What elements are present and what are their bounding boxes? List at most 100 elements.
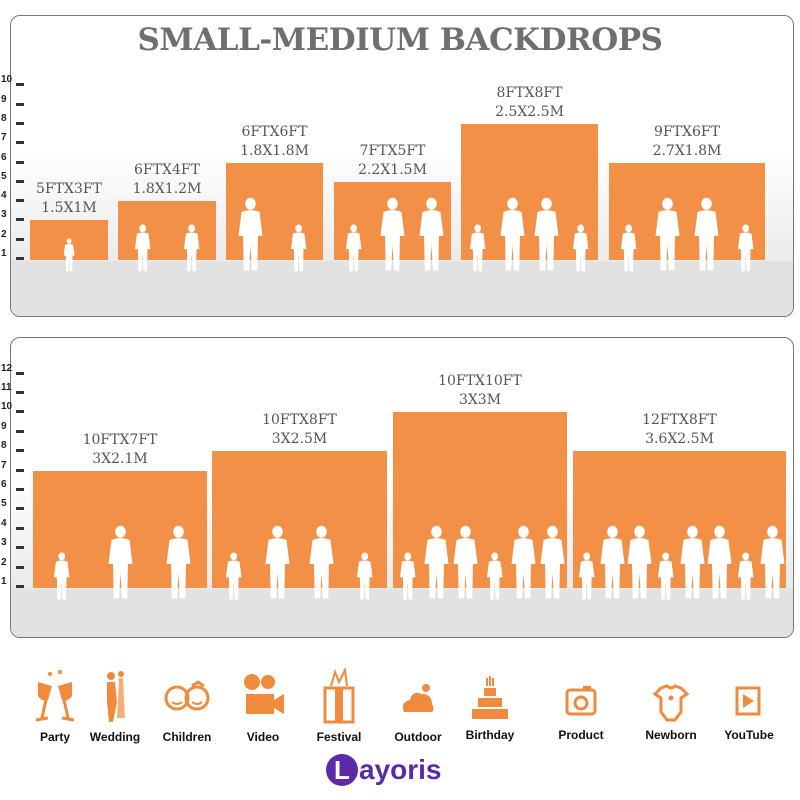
- person-silhouette-icon: [134, 224, 151, 272]
- person-silhouette-icon: [620, 224, 637, 272]
- person-silhouette-icon: [345, 224, 362, 272]
- scale-tick: [16, 102, 24, 106]
- person-silhouette-icon: [600, 525, 625, 599]
- person-silhouette-icon: [309, 525, 334, 599]
- scale-tick-label: 10: [1, 74, 13, 86]
- scale-tick-label: 9: [1, 420, 7, 432]
- size-label-ft: 7FTX5FT: [359, 142, 426, 159]
- person-silhouette-icon: [63, 238, 75, 272]
- scale-tick: [16, 83, 24, 87]
- person-silhouette-icon: [500, 197, 525, 271]
- use-cases-row: Party Wedding Children Video Festival Ou…: [0, 668, 800, 748]
- backdrop-size-bar: [393, 412, 567, 588]
- scale-tick: [16, 565, 24, 569]
- scale-tick-label: 11: [1, 382, 12, 393]
- page-title: SMALL-MEDIUM BACKDROPS: [137, 22, 663, 58]
- camera-icon: [565, 686, 597, 716]
- cloud-icon: [402, 684, 434, 712]
- scale-tick-label: 2: [1, 556, 7, 568]
- person-silhouette-icon: [380, 197, 405, 271]
- size-label-m: 2.7X1.8M: [652, 142, 722, 159]
- scale-tick: [16, 410, 24, 414]
- use-video: Video: [228, 668, 298, 744]
- person-silhouette-icon: [760, 525, 785, 599]
- scale-tick-label: 7: [1, 132, 7, 144]
- scale-tick: [16, 526, 24, 530]
- scale-tick-label: 3: [1, 209, 7, 221]
- logo-initial: L: [326, 754, 358, 786]
- use-label: Birthday: [465, 728, 515, 742]
- scale-tick-label: 1: [1, 576, 7, 587]
- person-silhouette-icon: [694, 197, 719, 271]
- person-silhouette-icon: [265, 525, 290, 599]
- scale-tick: [16, 218, 24, 222]
- scale-tick-label: 12: [1, 362, 13, 374]
- champagne-glasses-icon: [35, 670, 75, 722]
- play-button-icon: [735, 686, 761, 716]
- scale-tick-label: 8: [1, 112, 7, 124]
- person-silhouette-icon: [573, 224, 589, 272]
- children-faces-icon: [164, 680, 210, 711]
- person-silhouette-icon: [470, 224, 486, 272]
- backdrop-size-bar: [118, 201, 216, 260]
- size-label-ft: 10FTX10FT: [438, 373, 522, 390]
- person-silhouette-icon: [680, 525, 705, 599]
- scale-tick-label: 6: [1, 151, 7, 163]
- size-label-m: 3X2.1M: [92, 450, 148, 467]
- scale-tick-label: 1: [1, 248, 7, 259]
- scale-tick-label: 5: [1, 498, 7, 510]
- scale-tick-label: 8: [1, 440, 7, 452]
- gift-box-icon: [323, 668, 355, 724]
- size-label-ft: 12FTX8FT: [642, 412, 717, 429]
- scale-tick: [16, 237, 24, 241]
- person-silhouette-icon: [54, 551, 70, 600]
- use-label: Wedding: [89, 730, 141, 744]
- scale-tick-label: 4: [1, 517, 7, 529]
- person-silhouette-icon: [738, 551, 754, 600]
- scale-tick: [16, 179, 24, 183]
- scale-tick: [16, 371, 24, 375]
- person-silhouette-icon: [578, 551, 595, 600]
- use-label: Party: [39, 730, 71, 744]
- use-party: Party: [20, 668, 90, 744]
- size-label-ft: 6FTX4FT: [134, 162, 200, 179]
- person-silhouette-icon: [424, 525, 449, 599]
- use-outdoor: Outdoor: [383, 668, 453, 744]
- size-label-ft: 10FTX8FT: [262, 412, 337, 429]
- size-label-m: 2.5X2.5M: [495, 103, 564, 120]
- size-label-ft: 10FTX7FT: [82, 431, 158, 448]
- logo-text: ayoris: [359, 754, 442, 785]
- scale-tick: [16, 391, 24, 394]
- use-label: YouTube: [724, 728, 774, 742]
- use-festival: Festival: [304, 668, 374, 744]
- size-label-ft: 6FTX6FT: [241, 123, 308, 140]
- scale-tick-label: 2: [1, 228, 7, 240]
- scale-tick: [16, 585, 24, 588]
- use-label: Outdoor: [394, 730, 442, 744]
- scale-tick-label: 9: [1, 93, 7, 105]
- scale-tick-label: 5: [1, 170, 7, 182]
- person-silhouette-icon: [658, 551, 674, 600]
- scale-tick: [16, 121, 24, 125]
- size-label-ft: 9FTX6FT: [654, 123, 720, 140]
- size-label-m: 3X2.5M: [271, 431, 328, 448]
- backdrop-size-bar: [226, 162, 323, 260]
- scale-tick: [16, 546, 24, 550]
- size-label-ft: 5FTX3FT: [36, 181, 102, 198]
- scale-tick-label: 7: [1, 459, 7, 471]
- use-birthday: Birthday: [455, 668, 525, 742]
- use-label: Festival: [316, 730, 362, 744]
- scale-tick: [16, 449, 24, 453]
- scale-tick: [16, 141, 24, 145]
- use-children: Children: [152, 668, 222, 744]
- person-silhouette-icon: [166, 525, 190, 599]
- scale-tick: [16, 160, 24, 164]
- size-label-ft: 8FTX8FT: [496, 84, 563, 101]
- movie-camera-icon: [244, 674, 284, 714]
- use-youtube: YouTube: [714, 668, 784, 742]
- wedding-couple-icon: [107, 671, 125, 722]
- scale-tick: [16, 468, 24, 472]
- person-silhouette-icon: [540, 525, 565, 599]
- use-label: Newborn: [645, 728, 697, 742]
- person-silhouette-icon: [419, 197, 444, 271]
